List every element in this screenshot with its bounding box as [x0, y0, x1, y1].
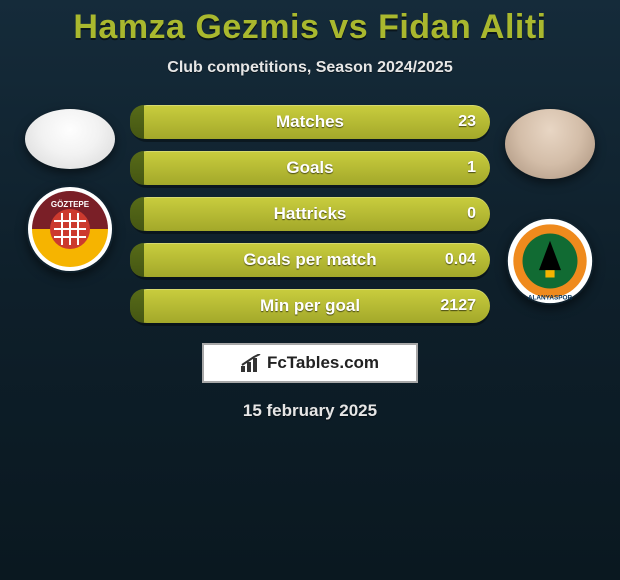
stat-val-right: 23 — [458, 113, 476, 131]
brand-text: FcTables.com — [267, 353, 379, 373]
svg-text:GÖZTEPE: GÖZTEPE — [51, 200, 90, 209]
stat-fill — [130, 289, 144, 323]
stat-val-right: 1 — [467, 159, 476, 177]
alanyaspor-badge-icon: ALANYASPOR — [506, 213, 594, 309]
stat-row: Hattricks 0 — [130, 197, 490, 231]
brand-box: FcTables.com — [202, 343, 418, 383]
player-avatar-right — [505, 109, 595, 179]
page-subtitle: Club competitions, Season 2024/2025 — [167, 59, 452, 77]
date-text: 15 february 2025 — [243, 401, 377, 421]
left-column: GÖZTEPE — [20, 105, 120, 273]
stat-row: Matches 23 — [130, 105, 490, 139]
stat-val-right: 0 — [467, 205, 476, 223]
page-title: Hamza Gezmis vs Fidan Aliti — [73, 8, 546, 47]
club-badge-left: GÖZTEPE — [26, 185, 114, 273]
content-row: GÖZTEPE Matches 23 Goals 1 Hattricks — [0, 105, 620, 323]
stat-val-right: 0.04 — [445, 251, 476, 269]
stat-val-right: 2127 — [440, 297, 476, 315]
stat-label: Goals per match — [243, 250, 376, 270]
stat-row: Min per goal 2127 — [130, 289, 490, 323]
right-column: ALANYASPOR — [500, 105, 600, 305]
stat-bars: Matches 23 Goals 1 Hattricks 0 Goals per… — [130, 105, 490, 323]
stat-label: Min per goal — [260, 296, 360, 316]
club-badge-right: ALANYASPOR — [506, 217, 594, 305]
stat-fill — [130, 105, 144, 139]
stat-label: Matches — [276, 112, 344, 132]
stat-row: Goals per match 0.04 — [130, 243, 490, 277]
bar-chart-icon — [241, 354, 263, 372]
stat-label: Hattricks — [274, 204, 347, 224]
goztepe-badge-icon: GÖZTEPE — [26, 185, 114, 273]
player-avatar-left — [25, 109, 115, 169]
stat-fill — [130, 243, 144, 277]
stat-label: Goals — [286, 158, 333, 178]
stat-fill — [130, 151, 144, 185]
svg-text:ALANYASPOR: ALANYASPOR — [528, 295, 573, 302]
infographic-root: Hamza Gezmis vs Fidan Aliti Club competi… — [0, 0, 620, 580]
stat-fill — [130, 197, 144, 231]
stat-row: Goals 1 — [130, 151, 490, 185]
